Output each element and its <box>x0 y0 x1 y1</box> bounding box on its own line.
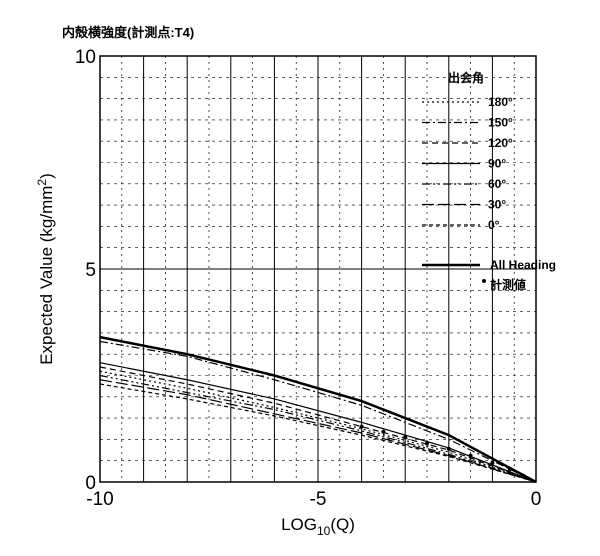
legend-title: 出会角 <box>448 70 484 85</box>
series-lines <box>99 335 537 484</box>
legend-entry: 180° <box>488 95 513 109</box>
series-line <box>99 362 537 483</box>
series-line <box>99 366 537 483</box>
measured-point <box>446 446 451 451</box>
legend: 出会角 180° 150° 120° 90° 60° 30° 0° All Heading 計測… <box>422 70 556 292</box>
measured-point <box>507 467 512 472</box>
measured-point <box>359 424 364 429</box>
legend-entry: All Heading <box>490 258 556 272</box>
x-tick-label: 0 <box>531 489 542 510</box>
measured-point <box>468 453 473 458</box>
measured-point <box>520 473 525 478</box>
y-axis-label: Expected Value (kg/mm2) <box>35 173 56 365</box>
x-axis-label: LOG10(Q) <box>281 515 355 538</box>
x-tick-label: -5 <box>310 489 327 510</box>
legend-entry: 120° <box>488 136 513 150</box>
legend-entry: 150° <box>488 116 513 130</box>
legend-entry: 60° <box>488 177 506 191</box>
measured-point <box>490 460 495 465</box>
measured-point <box>403 435 408 440</box>
plot-frame <box>99 55 537 483</box>
y-tick-label: 0 <box>85 473 96 494</box>
measured-points <box>359 424 525 478</box>
y-tick-label: 10 <box>75 47 96 68</box>
legend-entry: 90° <box>488 157 506 171</box>
legend-marker <box>482 279 486 283</box>
legend-entry: 0° <box>488 218 500 232</box>
y-tick-label: 5 <box>85 260 96 281</box>
tick-labels: -10 -5 0 0 5 10 <box>75 47 541 510</box>
series-line <box>99 340 537 483</box>
x-tick-label: -10 <box>86 489 113 510</box>
legend-entry: 計測値 <box>490 277 526 292</box>
series-line <box>99 379 537 483</box>
chart-title: 内殻横強度(計測点:T4) <box>62 25 194 40</box>
series-line <box>99 335 537 484</box>
legend-entry: 30° <box>488 198 506 212</box>
series-line <box>99 383 537 483</box>
measured-point <box>381 429 386 434</box>
grid <box>99 55 537 483</box>
series-line <box>99 374 537 483</box>
measured-point <box>425 441 429 446</box>
